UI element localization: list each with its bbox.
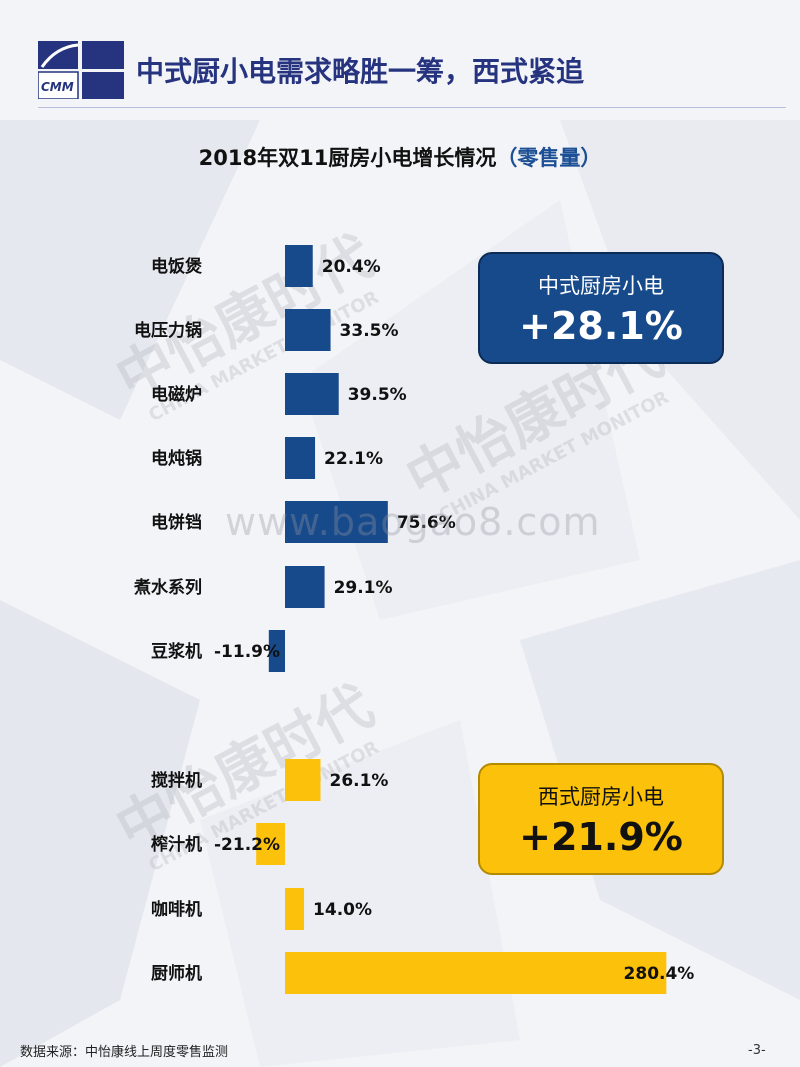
chart-title-suffix: （零售量） bbox=[496, 146, 602, 170]
category-label-1-0: 搅拌机 bbox=[151, 770, 202, 791]
category-label-0-0: 电饭煲 bbox=[151, 256, 203, 277]
category-label-0-4: 电饼铛 bbox=[151, 512, 202, 533]
value-label-0-3: 22.1% bbox=[324, 449, 383, 469]
watermark-url: www.baogao8.com bbox=[225, 500, 601, 544]
category-label-0-6: 豆浆机 bbox=[151, 641, 202, 662]
bar-0-1 bbox=[285, 309, 331, 351]
value-label-1-3: 280.4% bbox=[624, 964, 695, 984]
value-label-1-0: 26.1% bbox=[329, 771, 388, 791]
category-label-0-1: 电压力锅 bbox=[134, 320, 202, 341]
chart-title: 2018年双11厨房小电增长情况（零售量） bbox=[0, 142, 800, 172]
bar-0-5 bbox=[285, 566, 325, 608]
category-label-0-2: 电磁炉 bbox=[151, 384, 202, 405]
callout-western-label: 西式厨房小电 bbox=[538, 785, 664, 809]
value-label-1-1: -21.2% bbox=[214, 835, 280, 855]
page-title: 中式厨小电需求略胜一筹，西式紧追 bbox=[136, 55, 585, 88]
cmm-logo: CMM bbox=[38, 41, 124, 99]
category-label-0-5: 煮水系列 bbox=[133, 577, 202, 598]
bar-0-6 bbox=[268, 630, 285, 672]
value-label-0-1: 33.5% bbox=[340, 321, 399, 341]
callout-chinese-label: 中式厨房小电 bbox=[538, 274, 664, 298]
bar-1-1 bbox=[256, 823, 285, 865]
category-label-1-2: 咖啡机 bbox=[151, 899, 202, 920]
bar-0-4 bbox=[285, 501, 388, 543]
bar-1-0 bbox=[285, 759, 321, 801]
page-number: -3- bbox=[748, 1043, 766, 1058]
svg-text:CMM: CMM bbox=[41, 80, 74, 94]
value-label-0-6: -11.9% bbox=[214, 642, 280, 662]
value-label-1-2: 14.0% bbox=[313, 900, 372, 920]
bar-0-0 bbox=[285, 245, 313, 287]
bar-1-3 bbox=[285, 952, 667, 994]
callout-chinese-kitchen: 中式厨房小电 +28.1% bbox=[478, 252, 724, 364]
callout-western-kitchen: 西式厨房小电 +21.9% bbox=[478, 763, 724, 875]
value-label-0-4: 75.6% bbox=[397, 513, 456, 533]
data-source-note: 数据来源：中怡康线上周度零售监测 bbox=[20, 1045, 229, 1060]
bar-0-3 bbox=[285, 437, 316, 479]
value-label-0-2: 39.5% bbox=[348, 385, 407, 405]
callout-western-value: +21.9% bbox=[519, 815, 683, 859]
value-label-0-5: 29.1% bbox=[334, 578, 393, 598]
value-label-0-0: 20.4% bbox=[322, 257, 381, 277]
header-divider bbox=[38, 107, 786, 108]
bar-0-2 bbox=[285, 373, 339, 415]
category-label-0-3: 电炖锅 bbox=[151, 448, 202, 469]
callout-chinese-value: +28.1% bbox=[519, 304, 683, 348]
bar-1-2 bbox=[285, 888, 305, 930]
chart-title-main: 2018年双11厨房小电增长情况 bbox=[198, 146, 497, 170]
category-label-1-1: 榨汁机 bbox=[150, 834, 202, 855]
category-label-1-3: 厨师机 bbox=[151, 963, 202, 984]
